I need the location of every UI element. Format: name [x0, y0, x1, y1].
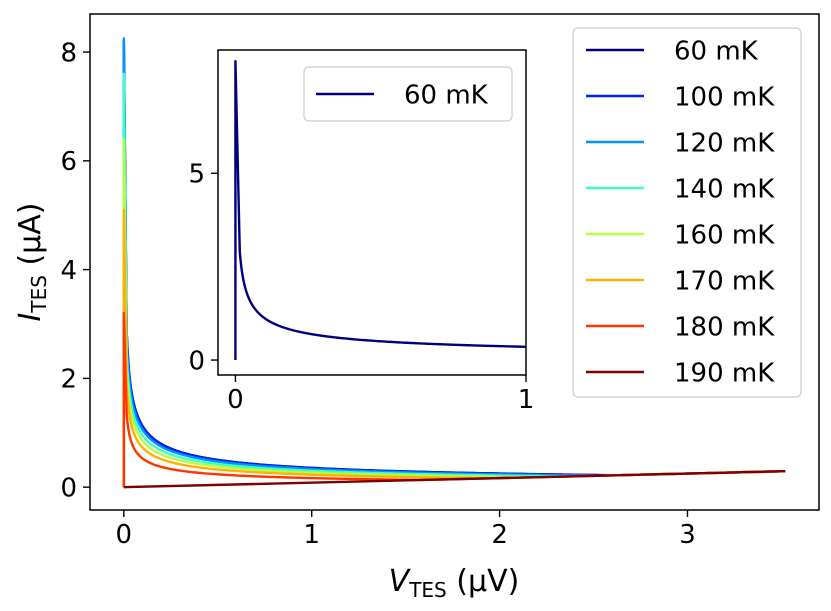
- main-y-ticks: 0 2 4 6 8: [60, 38, 90, 504]
- legend-frame: [572, 27, 802, 398]
- legend-label: 60 mK: [674, 36, 759, 66]
- inset-y-ticks: 05: [188, 160, 218, 376]
- y-tick-label: 2: [60, 365, 77, 395]
- series-line-60-mk: [234, 60, 527, 361]
- legend-label: 170 mK: [674, 266, 775, 296]
- legend-label: 140 mK: [674, 174, 775, 204]
- y-tick-label: 6: [60, 147, 77, 177]
- legend-label: 180 mK: [674, 312, 775, 342]
- x-tick-label: 1: [518, 385, 535, 415]
- series-line-190-mk: [123, 470, 786, 489]
- legend-label: 100 mK: [674, 82, 775, 112]
- x-tick-label: 2: [491, 520, 508, 550]
- main-plot-series: [122, 37, 786, 489]
- main-x-ticks: 0 1 2 3: [116, 510, 696, 550]
- y-tick-label: 0: [188, 346, 205, 376]
- main-axes-frame: [89, 13, 820, 511]
- y-tick-label: 8: [60, 38, 77, 68]
- y-tick-label: 0: [60, 474, 77, 504]
- legend-label: 120 mK: [674, 128, 775, 158]
- inset-legend-frame: [303, 66, 513, 122]
- x-tick-label: 0: [227, 385, 244, 415]
- legend-label: 190 mK: [674, 358, 775, 388]
- x-tick-label: 1: [303, 520, 320, 550]
- legend-label: 160 mK: [674, 220, 775, 250]
- inset-legend: 60 mK: [303, 66, 513, 122]
- main-legend: 60 mK 100 mK 120 mK 140 mK 160 mK 170 mK 180 m…: [572, 27, 802, 398]
- inset-plot-series: [234, 60, 527, 361]
- x-tick-label: 0: [116, 520, 133, 550]
- inset-axes-frame: [217, 49, 527, 376]
- legend-label: 60 mK: [404, 80, 489, 110]
- y-axis-label: ITES (μA): [13, 203, 51, 322]
- x-tick-label: 3: [679, 520, 696, 550]
- y-tick-label: 5: [188, 160, 205, 190]
- x-axis-label: VTES (μV): [389, 564, 520, 602]
- y-tick-label: 4: [60, 256, 77, 286]
